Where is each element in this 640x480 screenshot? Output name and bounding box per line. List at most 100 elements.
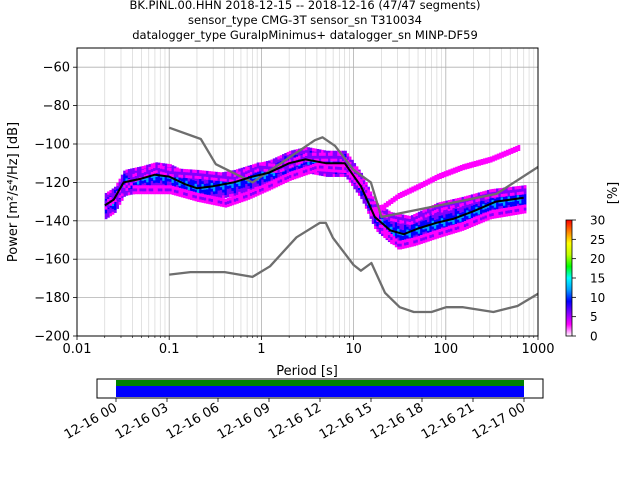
- psd-bin: [469, 162, 472, 166]
- psd-bin: [509, 192, 513, 196]
- psd-bin: [410, 224, 414, 228]
- psd-bin: [111, 211, 115, 215]
- psd-bin: [436, 216, 439, 220]
- psd-bin: [367, 195, 370, 199]
- psd-bin: [233, 173, 237, 177]
- psd-bin: [169, 170, 172, 175]
- psd-bin: [429, 234, 433, 238]
- psd-bin: [298, 161, 301, 165]
- psd-bin: [496, 194, 499, 198]
- psd-bin: [295, 166, 299, 170]
- psd-bin: [279, 169, 283, 173]
- psd-bin: [493, 198, 497, 202]
- psd-bin: [231, 184, 235, 188]
- psd-bin: [307, 152, 311, 156]
- psd-bin: [507, 187, 511, 191]
- psd-bin: [406, 218, 410, 222]
- psd-bin: [215, 196, 219, 200]
- psd-bin: [415, 218, 419, 222]
- psd-bin: [219, 181, 223, 185]
- psd-bin: [369, 201, 373, 205]
- psd-bin: [411, 189, 415, 193]
- colorbar-tick-label: 10: [590, 291, 605, 305]
- psd-bin: [173, 186, 177, 190]
- psd-bin: [357, 170, 361, 175]
- psd-bin: [408, 231, 412, 235]
- psd-bin: [431, 223, 435, 227]
- colorbar-tick-label: 5: [590, 310, 598, 324]
- psd-bin: [282, 162, 285, 166]
- psd-bin: [512, 212, 515, 216]
- psd-bin: [233, 201, 237, 205]
- psd-bin: [383, 227, 387, 231]
- psd-bin: [141, 188, 145, 192]
- psd-bin: [360, 190, 363, 194]
- psd-bin: [447, 200, 451, 204]
- psd-bin: [466, 195, 469, 199]
- psd-bin: [404, 239, 407, 243]
- psd-bin: [272, 163, 276, 167]
- psd-bin: [461, 224, 465, 228]
- x-tick-label: 0.1: [159, 342, 180, 357]
- psd-bin: [180, 171, 184, 175]
- psd-bin: [272, 158, 276, 162]
- psd-bin: [339, 166, 343, 170]
- psd-bin: [208, 182, 212, 187]
- psd-bin: [468, 215, 472, 219]
- psd-bin: [367, 186, 370, 190]
- psd-bin: [450, 221, 453, 225]
- psd-bin: [491, 191, 495, 195]
- psd-bin: [523, 204, 527, 208]
- psd-bin: [452, 209, 456, 213]
- psd-bin: [514, 186, 518, 190]
- psd-bin: [452, 167, 456, 171]
- psd-bin: [330, 173, 334, 177]
- psd-bin: [500, 190, 504, 194]
- y-tick-label: −100: [34, 138, 70, 153]
- psd-bin: [429, 215, 433, 219]
- psd-bin: [422, 183, 426, 187]
- psd-bin: [261, 168, 264, 172]
- psd-bin: [434, 174, 438, 179]
- colorbar-tick-label: 20: [590, 252, 605, 266]
- psd-bin: [503, 193, 506, 197]
- psd-bin: [160, 162, 163, 167]
- psd-bin: [245, 173, 248, 178]
- psd-bin: [381, 224, 384, 228]
- psd-bin: [162, 166, 166, 170]
- psd-bin: [224, 194, 228, 198]
- psd-bin: [284, 155, 288, 160]
- psd-bin: [383, 220, 387, 224]
- psd-bin: [139, 170, 142, 175]
- psd-bin: [291, 164, 294, 168]
- psd-bin: [194, 198, 198, 202]
- psd-bin: [482, 209, 485, 213]
- psd-bin: [143, 174, 147, 178]
- psd-bin: [463, 210, 467, 215]
- psd-bin: [130, 188, 133, 192]
- timeline-tick-label: 12-16 15: [317, 400, 375, 442]
- psd-bin: [249, 176, 253, 180]
- psd-bin: [482, 200, 485, 204]
- psd-bin: [148, 172, 152, 176]
- psd-bin: [123, 179, 126, 183]
- psd-bin: [199, 193, 202, 197]
- chart-title-line-1: BK.PINL.00.HHN 2018-12-15 -- 2018-12-16 …: [129, 0, 480, 12]
- psd-bin: [314, 171, 317, 175]
- timeline-tick-label: 12-16 00: [62, 400, 120, 442]
- psd-bin: [148, 164, 152, 168]
- psd-bin: [470, 221, 474, 225]
- psd-bin: [371, 207, 375, 211]
- psd-bin: [358, 179, 361, 183]
- psd-bin: [341, 169, 345, 173]
- psd-bin: [213, 196, 216, 200]
- psd-bin: [378, 221, 382, 225]
- psd-bin: [360, 178, 363, 183]
- psd-bin: [433, 216, 437, 221]
- psd-bin: [293, 170, 297, 174]
- timeline-tick-label: 12-16 09: [215, 400, 273, 442]
- psd-bin: [148, 181, 152, 185]
- psd-bin: [447, 216, 451, 220]
- psd-bin: [516, 194, 520, 199]
- psd-bin: [390, 232, 393, 236]
